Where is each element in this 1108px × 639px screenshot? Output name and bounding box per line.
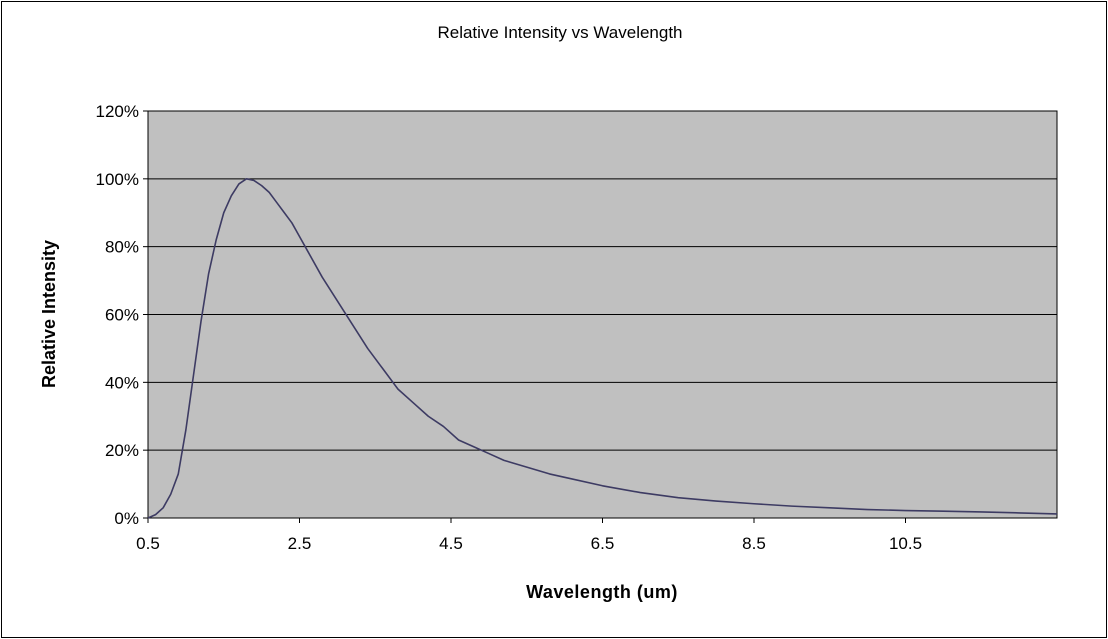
y-tick-label: 20%	[105, 441, 139, 460]
x-axis: 0.5 2.5 4.5 6.5 8.5 10.5	[136, 518, 922, 553]
x-tick-label: 10.5	[889, 534, 922, 553]
intensity-series-line	[147, 178, 1058, 519]
x-tick-label: 6.5	[591, 534, 615, 553]
y-tick-label: 120%	[96, 102, 139, 121]
y-tick-label: 80%	[105, 238, 139, 257]
gridlines	[148, 178, 1057, 451]
y-axis: 0% 20% 40% 60% 80% 100% 120%	[96, 102, 148, 528]
chart-title: Relative Intensity vs Wavelength	[437, 23, 682, 42]
x-tick-label: 2.5	[288, 534, 312, 553]
y-tick-label: 40%	[105, 373, 139, 392]
y-tick-label: 0%	[114, 509, 139, 528]
x-tick-label: 0.5	[136, 534, 160, 553]
x-tick-label: 8.5	[742, 534, 766, 553]
y-tick-label: 60%	[105, 306, 139, 325]
y-axis-title: Relative Intensity	[39, 240, 59, 388]
x-axis-title: Wavelength (um)	[526, 582, 678, 602]
y-tick-label: 100%	[96, 170, 139, 189]
x-tick-label: 4.5	[439, 534, 463, 553]
